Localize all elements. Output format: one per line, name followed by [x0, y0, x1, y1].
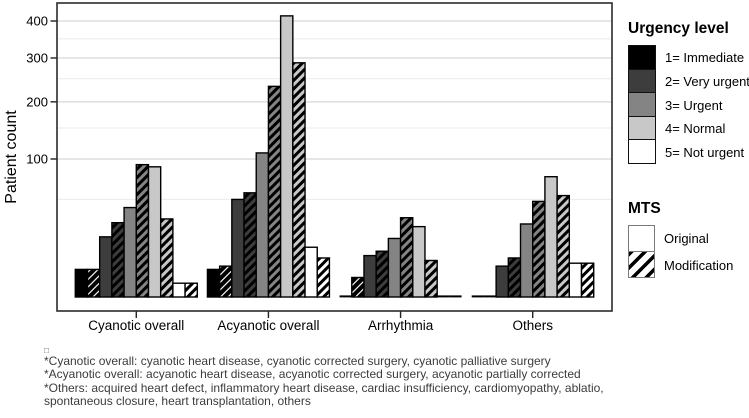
bar-hatch-overlay [268, 86, 281, 297]
bar [520, 223, 533, 297]
bar-border [316, 257, 331, 298]
legend-item-original: Original [628, 225, 733, 252]
bar-zero [483, 295, 497, 298]
legend-item-normal: 4= Normal [628, 115, 749, 141]
footnote-others: *Others: acquired heart defect, inflamma… [44, 380, 604, 409]
legend-item-modification: Modification [628, 251, 734, 278]
swatch-original [628, 225, 655, 252]
bar-border [556, 194, 571, 298]
bar-border [424, 259, 438, 298]
y-axis: 400 300 200 100 [26, 14, 57, 167]
legend-urgency: Urgency level 1= Immediate 2= Very urgen… [628, 20, 749, 164]
x-tick-label: Cyanotic overall [88, 318, 184, 333]
bar-border [184, 282, 198, 298]
bar-hatch-overlay [400, 217, 413, 297]
x-tick-label: Arrhythmia [368, 318, 434, 333]
bar [124, 207, 137, 297]
footnote-marker-glyph: □ [44, 345, 50, 355]
y-tick-label: 400 [26, 14, 48, 29]
bar [388, 238, 401, 297]
legend-mts-title: MTS [628, 200, 661, 217]
y-tick-label: 100 [26, 152, 48, 167]
bar [544, 176, 558, 297]
legend-label: Modification [664, 257, 734, 273]
bar-border [159, 218, 174, 298]
swatch-not-urgent [628, 139, 656, 164]
bar [99, 236, 112, 297]
bar-hatch-overlay [219, 266, 232, 297]
y-axis-title: Patient count [3, 110, 20, 204]
legend-label: 4= Normal [665, 121, 726, 137]
panel-border [56, 2, 613, 312]
chart-canvas: 400 300 200 100 Cyanotic overall Acyanotic ov… [3, 2, 613, 333]
bar [412, 226, 425, 297]
bar-hatch-overlay [292, 62, 306, 298]
bar-hatch-overlay [376, 251, 389, 297]
bar [75, 269, 88, 297]
footnote-acyanotic: *Acyanotic overall: acyanotic heart dise… [44, 367, 581, 382]
bar-hatch-overlay [160, 218, 173, 297]
x-axis: Cyanotic overall Acyanotic overall Arrhyth… [88, 311, 553, 333]
swatch-normal [628, 115, 656, 141]
legend-label: 2= Very urgent [665, 74, 749, 90]
swatch-modification-hatch [628, 251, 655, 278]
x-tick-label: Acyanotic overall [217, 318, 319, 333]
legend-label: 5= Not urgent [665, 144, 745, 160]
legend-item-urgent: 3= Urgent [628, 92, 749, 117]
bar-hatch-overlay [317, 257, 330, 297]
legend-item-immediate: 1= Immediate [628, 45, 749, 70]
bar-hatch-overlay [557, 195, 570, 297]
legend-mts: MTS Original Modification [628, 200, 733, 278]
bar-zero [339, 295, 352, 298]
bar-border [292, 62, 306, 298]
legend-label: 3= Urgent [665, 97, 723, 113]
swatch-very-urgent [628, 68, 656, 94]
footnotes: □ *Cyanotic overall: cyanotic heart dise… [44, 346, 656, 409]
footnote-cyanotic: *Cyanotic overall: cyanotic heart diseas… [44, 354, 551, 368]
bar [305, 247, 318, 297]
bar-chart: 400 300 200 100 Cyanotic overall Acyanotic ov… [3, 2, 613, 333]
y-tick-label: 200 [26, 94, 48, 109]
bar-zero [437, 295, 450, 298]
bar-hatch-overlay [508, 257, 521, 297]
legend-item-not-urgent: 5= Not urgent [628, 139, 749, 164]
bar [207, 269, 220, 297]
bar-hatch-overlay [111, 222, 125, 297]
bar-hatch-overlay [185, 283, 198, 297]
bar [256, 152, 269, 297]
x-tick-label: Others [512, 318, 553, 333]
bar-border [580, 262, 595, 298]
bar [569, 263, 582, 297]
legend-urgency-title: Urgency level [628, 20, 729, 37]
swatch-urgent [628, 92, 656, 117]
bar-hatch-overlay [244, 192, 257, 297]
legend-item-very-urgent: 2= Very urgent [628, 68, 749, 94]
legend-urgency-items: 1= Immediate 2= Very urgent 3= Urgent 4=… [628, 45, 749, 164]
bar-hatch-overlay [136, 164, 149, 297]
legend-label: 1= Immediate [665, 50, 745, 65]
bar [280, 15, 293, 298]
bar [496, 266, 509, 297]
bar-hatch-overlay [424, 260, 438, 297]
bar-hatch-overlay [351, 277, 364, 297]
bar-zero [471, 295, 484, 298]
bar-hatch-overlay [532, 201, 545, 297]
bar [363, 255, 377, 297]
bar [172, 283, 186, 297]
bar-zero [449, 295, 462, 298]
major-gridlines [57, 20, 612, 160]
swatch-immediate [628, 45, 656, 70]
bar [231, 199, 245, 297]
bars [74, 15, 595, 298]
bar [148, 166, 161, 297]
bar-hatch-overlay [87, 269, 100, 297]
y-tick-label: 300 [26, 50, 48, 65]
legend-label: Original [664, 231, 709, 246]
legend-mts-items: Original Modification [628, 225, 733, 278]
bar-hatch-overlay [581, 263, 594, 297]
